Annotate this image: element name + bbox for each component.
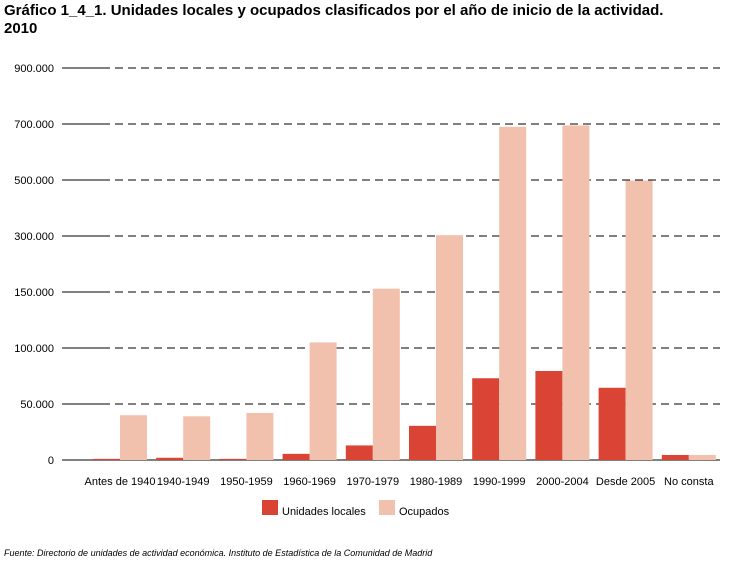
legend-label: Unidades locales (282, 506, 366, 518)
y-tick-label: 50.000 (20, 399, 54, 411)
source-label: Fuente: (4, 548, 35, 558)
bar-unidades-locales (535, 370, 563, 460)
bar-ocupados (309, 342, 337, 460)
legend-swatch (379, 500, 395, 515)
y-tick-label: 700.000 (14, 119, 54, 131)
chart-title-line-2: 2010 (4, 20, 38, 37)
y-tick-label: 900.000 (14, 63, 54, 75)
x-tick-label: 1950-1959 (220, 476, 273, 488)
y-tick-label: 0 (48, 455, 54, 467)
y-tick-label: 150.000 (14, 287, 54, 299)
chart-title-line-1: Gráfico 1_4_1. Unidades locales y ocupad… (4, 2, 664, 19)
x-tick-label: Desde 2005 (596, 476, 655, 488)
x-tick-label: Antes de 1940 (85, 476, 156, 488)
bar-ocupados (246, 412, 274, 460)
bar-ocupados (436, 235, 463, 460)
bar-unidades-locales (472, 378, 500, 460)
bar-ocupados (372, 288, 400, 460)
bar-chart: 0 50.000 100.000 150.000 300.000 500.000 700.0… (14, 63, 720, 518)
x-tick-label: 1940-1949 (157, 476, 210, 488)
chart-title: Gráfico 1_4_1. Unidades locales y ocupad… (4, 2, 739, 38)
x-tick-label: 1980-1989 (410, 476, 463, 488)
x-tick-label: No consta (664, 476, 714, 488)
y-tick-label: 100.000 (14, 343, 54, 355)
source-text: Directorio de unidades de actividad econ… (37, 548, 433, 558)
bar-unidades-locales (598, 387, 626, 460)
x-tick-label: 1970-1979 (346, 476, 399, 488)
x-tick-label: 1960-1969 (283, 476, 336, 488)
bar-unidades-locales (345, 445, 373, 460)
bar-unidades-locales (661, 454, 689, 460)
y-tick-label: 500.000 (14, 175, 54, 187)
y-tick-label: 300.000 (14, 231, 54, 243)
bar-unidades-locales (282, 453, 310, 460)
bar-ocupados (120, 415, 147, 460)
bar-ocupados (499, 126, 527, 461)
x-tick-label: 2000-2004 (536, 476, 589, 488)
bar-unidades-locales (409, 425, 436, 460)
legend-swatch (262, 500, 278, 515)
bar-unidades-locales (219, 458, 247, 460)
x-tick-label: 1990-1999 (473, 476, 526, 488)
source-note: Fuente: Directorio de unidades de activi… (4, 548, 432, 558)
bar-ocupados (562, 125, 590, 461)
bar-ocupados (625, 180, 653, 460)
bar-unidades-locales (156, 457, 184, 460)
legend-label: Ocupados (399, 506, 450, 518)
bar-unidades-locales (93, 458, 120, 460)
bar-ocupados (688, 454, 716, 460)
bar-ocupados (183, 416, 211, 460)
